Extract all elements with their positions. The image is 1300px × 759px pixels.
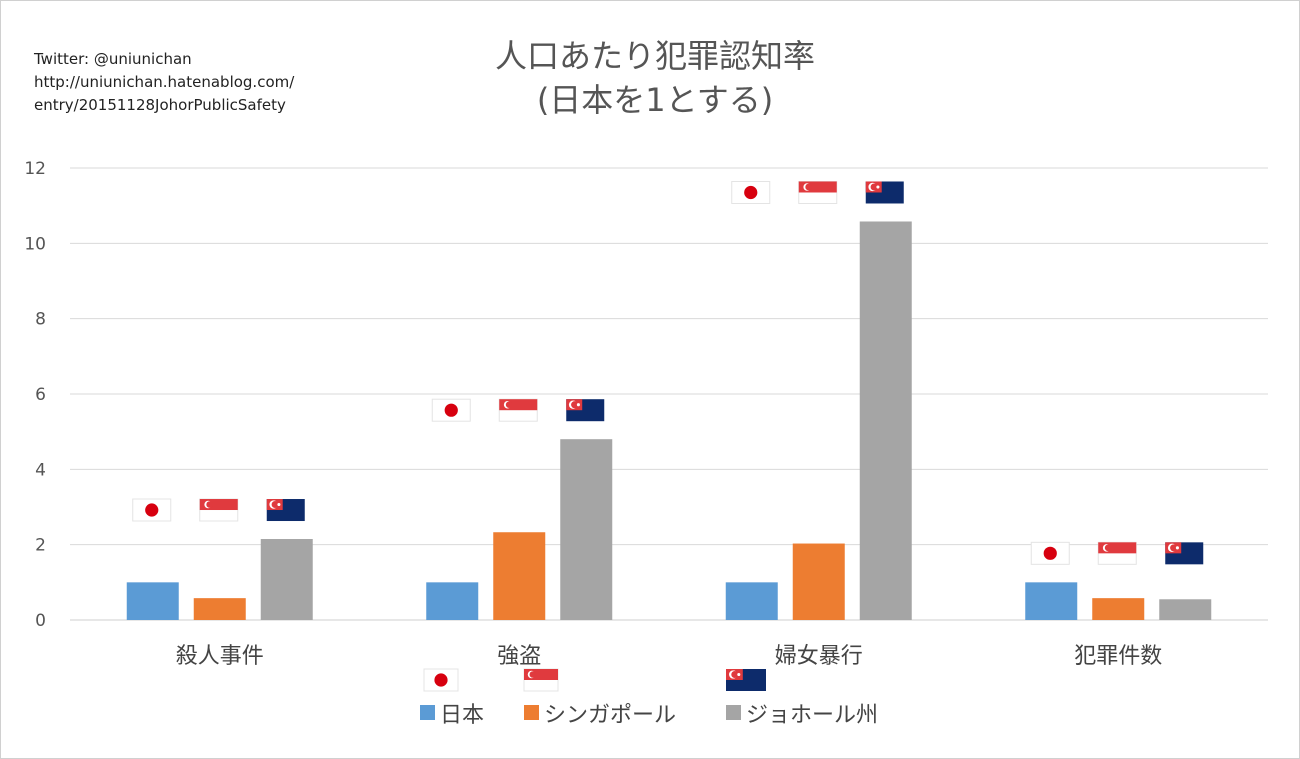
bar-johor	[260, 539, 313, 620]
category-label: 殺人事件	[176, 644, 264, 669]
category-label: 犯罪件数	[1074, 644, 1162, 669]
legend-swatch	[420, 705, 435, 720]
y-tick-label: 0	[35, 611, 46, 631]
bar-japan	[725, 582, 778, 620]
singapore-flag	[199, 498, 239, 522]
y-tick-label: 6	[35, 385, 46, 405]
japan-flag-legend	[423, 668, 459, 692]
credit-block: Twitter: @uniunichan http://uniunichan.h…	[34, 48, 294, 117]
bar-singapore	[493, 532, 546, 620]
y-tick-label: 12	[24, 159, 46, 179]
y-tick-label: 8	[35, 310, 46, 330]
johor-flag	[566, 399, 605, 422]
credit-url: http://uniunichan.hatenablog.com/	[34, 73, 295, 91]
singapore-flag	[1097, 541, 1137, 565]
bar-singapore	[1092, 598, 1145, 620]
y-tick-label: 10	[24, 234, 46, 254]
credit-twitter: Twitter: @uniunichan	[34, 50, 192, 68]
chart-title: 人口あたり犯罪認知率	[494, 37, 815, 75]
bar-singapore	[193, 598, 246, 620]
bar-johor	[560, 439, 613, 620]
singapore-flag	[798, 180, 838, 204]
bar-johor	[1159, 599, 1212, 620]
singapore-flag-legend	[523, 668, 559, 692]
y-tick-label: 2	[35, 536, 46, 556]
bar-japan	[126, 582, 179, 620]
category-label: 強盗	[497, 644, 541, 669]
singapore-flag	[498, 398, 538, 422]
y-tick-label: 4	[35, 460, 46, 480]
johor-flag-legend	[726, 669, 766, 691]
bar-johor	[859, 221, 912, 620]
johor-flag	[865, 181, 904, 204]
bar-japan	[426, 582, 479, 620]
johor-flag	[1165, 542, 1204, 565]
chart-subtitle: (日本を1とする)	[536, 81, 774, 119]
bar-japan	[1025, 582, 1078, 620]
legend-swatch	[726, 705, 741, 720]
legend-label: ジョホール州	[746, 703, 878, 728]
legend-label: シンガポール	[544, 703, 676, 728]
legend-swatch	[524, 705, 539, 720]
bar-singapore	[792, 543, 845, 620]
chart-title-block: 人口あたり犯罪認知率 (日本を1とする)	[400, 34, 910, 122]
credit-url-path: entry/20151128JohorPublicSafety	[34, 96, 286, 114]
category-label: 婦女暴行	[775, 644, 863, 669]
japan-flag	[1030, 541, 1070, 565]
legend-label: 日本	[440, 703, 484, 728]
japan-flag	[731, 180, 771, 204]
johor-flag	[266, 499, 305, 522]
japan-flag	[431, 398, 471, 422]
japan-flag	[132, 498, 172, 522]
